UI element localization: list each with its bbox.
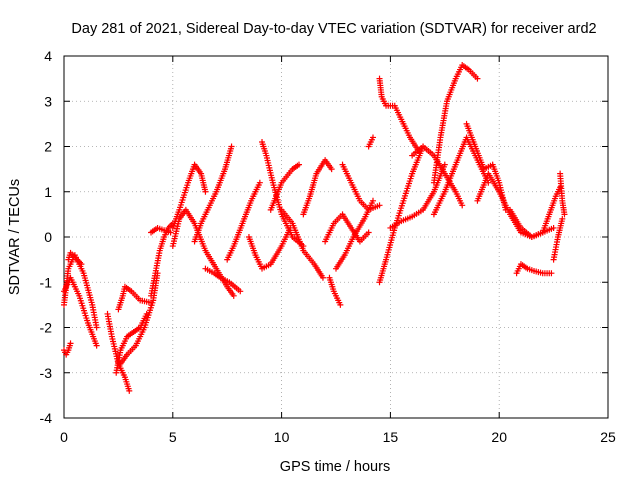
- data-point: [78, 261, 85, 268]
- data-point: [328, 166, 335, 173]
- tick-labels: 0 5 10 15 20 25 -4 -3 -2 -1 0 1 2 3 4: [40, 48, 616, 445]
- data-point: [550, 224, 557, 231]
- series-track-30: [430, 62, 481, 186]
- series-track-25: [365, 134, 376, 150]
- series-track-18: [267, 161, 303, 213]
- data-point: [369, 134, 376, 141]
- data-point: [256, 179, 263, 186]
- series-track-10: [148, 224, 174, 236]
- series-track-15: [224, 179, 263, 263]
- data-point: [561, 211, 568, 218]
- series-track-26: [376, 75, 422, 155]
- y-tick-label: -3: [40, 365, 53, 381]
- series-track-20: [300, 157, 335, 218]
- data-point: [167, 229, 174, 236]
- series-track-11: [169, 161, 209, 231]
- x-tick-label: 0: [60, 429, 68, 445]
- y-tick-label: -4: [40, 410, 53, 426]
- y-axis-label: SDTVAR / TECUs: [7, 179, 23, 295]
- y-tick-label: 0: [44, 229, 52, 245]
- x-tick-label: 20: [491, 429, 507, 445]
- series-track-35: [513, 261, 555, 277]
- data-point: [93, 324, 100, 331]
- data-point: [459, 202, 466, 209]
- series-track-13: [191, 143, 235, 245]
- data-point: [365, 229, 372, 236]
- series-track-16: [245, 224, 294, 272]
- data-point: [474, 75, 481, 82]
- y-tick-label: -1: [40, 274, 53, 290]
- series-track-24: [333, 197, 376, 272]
- y-tick-label: 1: [44, 184, 52, 200]
- data-point: [559, 215, 566, 222]
- series-track-12: [169, 206, 237, 299]
- series-track-3: [61, 340, 74, 358]
- data-point: [237, 288, 244, 295]
- data-point: [93, 342, 100, 349]
- series-track-2: [61, 274, 100, 349]
- series-track-23: [339, 161, 383, 213]
- data-point: [376, 202, 383, 209]
- y-tick-label: -2: [40, 320, 53, 336]
- data-point: [228, 143, 235, 150]
- data-point: [441, 161, 448, 168]
- y-tick-label: 3: [44, 93, 52, 109]
- data-point: [296, 161, 303, 168]
- series-track-19: [278, 206, 326, 281]
- data-point: [319, 274, 326, 281]
- series-track-14: [202, 265, 244, 295]
- data-points: [61, 62, 568, 394]
- data-point: [557, 184, 564, 191]
- data-point: [126, 387, 133, 394]
- data-point: [202, 188, 209, 195]
- series-track-22: [326, 274, 344, 308]
- series-track-21: [322, 211, 372, 245]
- x-tick-label: 5: [169, 429, 177, 445]
- chart-title: Day 281 of 2021, Sidereal Day-to-day VTE…: [71, 21, 596, 37]
- plot-frame: [63, 55, 609, 419]
- data-point: [67, 340, 74, 347]
- series-track-37: [557, 170, 568, 218]
- series-track-36: [550, 215, 566, 263]
- data-point: [337, 301, 344, 308]
- x-tick-label: 15: [383, 429, 399, 445]
- y-tick-label: 2: [44, 139, 52, 155]
- data-point: [548, 270, 555, 277]
- series-track-4: [65, 249, 85, 268]
- x-axis-label: GPS time / hours: [280, 459, 390, 475]
- data-point: [230, 292, 237, 299]
- grid: [64, 56, 608, 418]
- x-tick-label: 25: [600, 429, 616, 445]
- data-point: [369, 197, 376, 204]
- series-track-32: [463, 120, 509, 213]
- x-tick-label: 10: [274, 429, 290, 445]
- y-tick-label: 4: [44, 48, 52, 64]
